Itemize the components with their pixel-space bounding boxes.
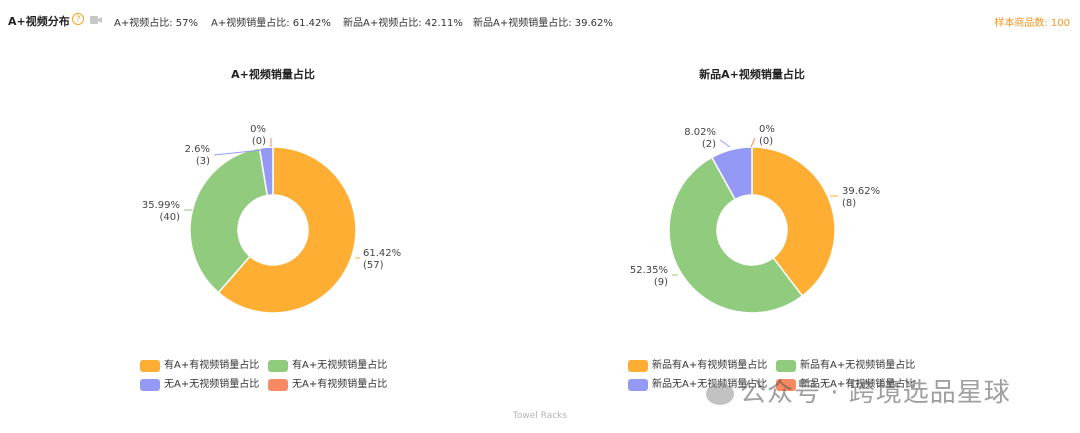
legend-item[interactable]: 有A+无视频销量占比 [268, 359, 387, 373]
video-camera-icon [90, 16, 102, 24]
legend-swatch [776, 360, 796, 372]
slice-percent-label: 8.02% [684, 127, 716, 138]
sample-count: 样本商品数: 100 [994, 18, 1070, 29]
slice-percent-label: 35.99% [142, 200, 180, 211]
legend-item[interactable]: 新品无A+无视频销量占比 [628, 378, 767, 392]
wechat-icon [706, 382, 734, 405]
legend-swatch [628, 379, 648, 391]
legend-item[interactable]: 新品有A+有视频销量占比 [628, 359, 767, 373]
stat-new-a-plus-video-ratio: 新品A+视频占比: 42.11% [343, 18, 463, 29]
legend-label: 无A+无视频销量占比 [164, 379, 260, 390]
help-icon[interactable]: ? [72, 13, 84, 25]
category-footer: Towel Racks [512, 411, 568, 421]
watermark-text: 公众号 · 跨境选品星球 [740, 378, 1011, 408]
stat-a-plus-video-ratio: A+视频占比: 57% [114, 18, 198, 29]
legend-item[interactable]: 有A+有视频销量占比 [140, 359, 259, 373]
donut-slice[interactable] [189, 147, 269, 294]
legend-label: 新品无A+有视频销量占比 [800, 379, 916, 390]
donut-slice[interactable] [258, 146, 274, 197]
stat-a-plus-video-sales-ratio: A+视频销量占比: 61.42% [211, 18, 331, 29]
legend-swatch [628, 360, 648, 372]
legend-label: 有A+有视频销量占比 [164, 360, 260, 371]
slice-count-label: (9) [654, 277, 668, 288]
legend-label: 新品无A+无视频销量占比 [652, 379, 768, 390]
slice-count-label: (0) [759, 136, 773, 147]
legend-label: 有A+无视频销量占比 [292, 360, 388, 371]
chart-title-left: A+视频销量占比 [231, 68, 315, 81]
legend-item[interactable]: 新品有A+无视频销量占比 [776, 359, 915, 373]
legend-swatch [140, 360, 160, 372]
legend-item[interactable]: 新品无A+有视频销量占比 [776, 378, 915, 392]
chart-title-right: 新品A+视频销量占比 [699, 68, 805, 81]
slice-percent-label: 0% [759, 124, 775, 135]
slice-count-label: (0) [252, 136, 266, 147]
slice-count-label: (3) [196, 156, 210, 167]
donut-slice[interactable] [751, 146, 836, 298]
slice-count-label: (8) [842, 198, 856, 209]
legend-label: 无A+有视频销量占比 [292, 379, 388, 390]
label-leader-line [719, 139, 731, 148]
donut-slice[interactable] [668, 156, 804, 314]
legend-swatch [268, 360, 288, 372]
slice-percent-label: 39.62% [842, 186, 880, 197]
slice-percent-label: 61.42% [363, 248, 401, 259]
donut-slice[interactable] [710, 146, 753, 201]
summary-bar: A+视频分布 ? A+视频占比: 57% A+视频销量占比: 61.42% 新品… [0, 0, 1080, 40]
slice-percent-label: 2.6% [185, 144, 210, 155]
stat-new-a-plus-video-sales-ratio: 新品A+视频销量占比: 39.62% [473, 18, 613, 29]
slice-count-label: (57) [363, 260, 384, 271]
slice-count-label: (2) [702, 139, 716, 150]
label-leader-line [750, 137, 756, 148]
legend-swatch [776, 379, 796, 391]
watermark: 公众号 · 跨境选品星球 [706, 372, 1011, 409]
legend-swatch [268, 379, 288, 391]
label-leader-line [213, 149, 263, 156]
legend-item[interactable]: 无A+有视频销量占比 [268, 378, 387, 392]
slice-percent-label: 0% [250, 124, 266, 135]
section-title: A+视频分布 [8, 15, 70, 28]
donut-slice[interactable] [217, 146, 357, 314]
legend-swatch [140, 379, 160, 391]
slice-percent-label: 52.35% [630, 265, 668, 276]
legend-item[interactable]: 无A+无视频销量占比 [140, 378, 259, 392]
slice-count-label: (40) [159, 212, 180, 223]
legend-label: 新品有A+无视频销量占比 [800, 360, 916, 371]
legend-label: 新品有A+有视频销量占比 [652, 360, 768, 371]
